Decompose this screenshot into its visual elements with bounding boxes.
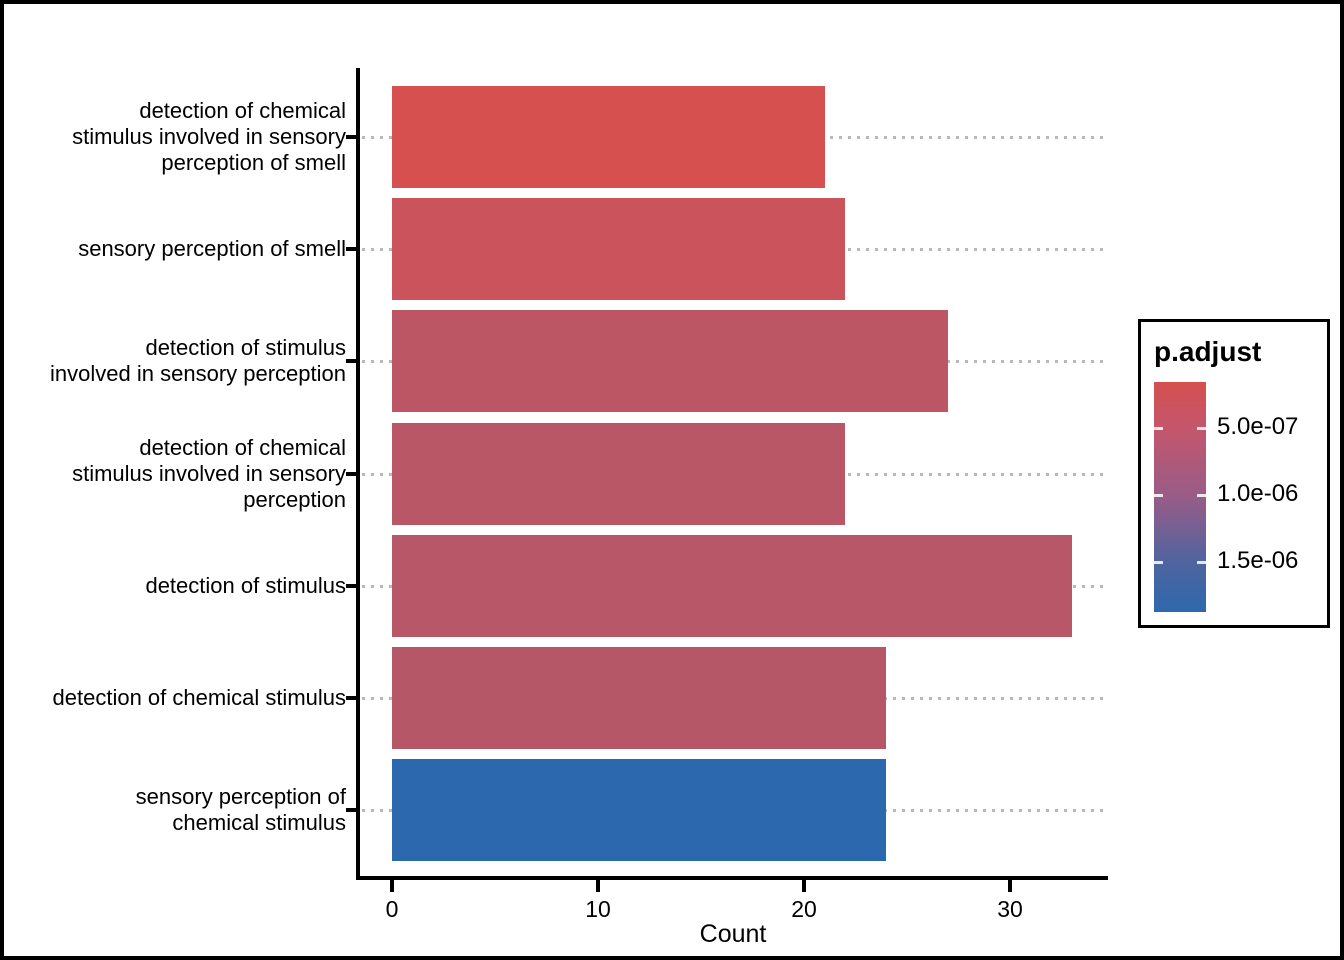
x-tick-label: 20 xyxy=(791,896,817,922)
y-tick-mark xyxy=(346,472,360,476)
x-tick-mark xyxy=(390,880,394,892)
y-tick-mark xyxy=(346,247,360,251)
y-axis-label: detection of chemical stimulus involved … xyxy=(72,98,346,175)
x-tick-mark xyxy=(1008,880,1012,892)
bar xyxy=(392,198,845,300)
y-tick-mark xyxy=(346,696,360,700)
y-axis-label: sensory perception of chemical stimulus xyxy=(135,784,346,835)
bar xyxy=(392,423,845,525)
bar xyxy=(392,647,886,749)
x-axis-title: Count xyxy=(699,920,767,948)
y-axis-label: detection of chemical stimulus xyxy=(52,685,346,710)
y-axis-label: detection of stimulus xyxy=(145,573,346,598)
x-tick-mark xyxy=(596,880,600,892)
x-tick-label: 10 xyxy=(585,896,611,922)
y-tick-mark xyxy=(346,584,360,588)
x-tick-label: 0 xyxy=(385,896,399,922)
y-tick-mark xyxy=(346,135,360,139)
y-axis-label: detection of stimulus involved in sensor… xyxy=(50,335,346,386)
legend-tick-label: 5.0e-07 xyxy=(1217,413,1299,440)
bar xyxy=(392,535,1072,637)
y-axis-label: detection of chemical stimulus involved … xyxy=(72,435,346,512)
legend-tick-mark xyxy=(1197,427,1206,430)
legend-tick-mark xyxy=(1154,494,1163,497)
x-tick-mark xyxy=(802,880,806,892)
y-axis-label: sensory perception of smell xyxy=(78,236,346,261)
legend-tick-label: 1.5e-06 xyxy=(1217,547,1299,574)
legend-tick-mark xyxy=(1197,561,1206,564)
x-axis-line xyxy=(356,876,1108,880)
plot-area xyxy=(360,68,1106,876)
legend-title: p.adjust xyxy=(1154,336,1262,367)
bar xyxy=(392,310,948,412)
y-tick-mark xyxy=(346,808,360,812)
x-tick-label: 30 xyxy=(997,896,1023,922)
bar xyxy=(392,759,886,861)
legend-tick-mark xyxy=(1154,427,1163,430)
legend: p.adjust 5.0e-07 1.0e-06 1.5e-06 xyxy=(1138,319,1330,628)
legend-tick-label: 1.0e-06 xyxy=(1217,480,1299,507)
legend-tick-mark xyxy=(1197,494,1206,497)
legend-tick-mark xyxy=(1154,561,1163,564)
legend-gradient-bar xyxy=(1154,382,1206,612)
y-tick-mark xyxy=(346,359,360,363)
bar xyxy=(392,86,825,188)
